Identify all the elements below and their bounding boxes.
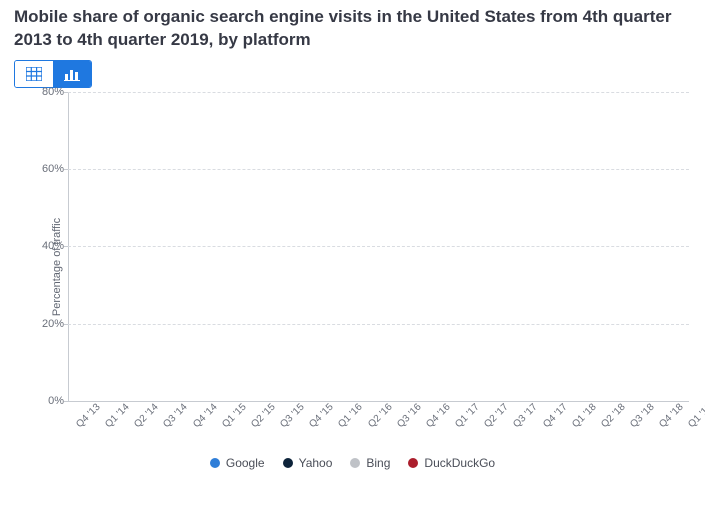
legend-label: Yahoo [299,456,333,470]
plot-area: 0%20%40%60%80% [68,92,689,402]
table-icon [26,67,42,81]
y-tick-mark [64,169,68,170]
legend-item[interactable]: Bing [350,456,390,470]
y-tick-label: 20% [34,318,64,330]
y-tick-label: 0% [34,395,64,407]
chart-area: Percentage of traffic 0%20%40%60%80% Q4 … [54,92,689,442]
legend-label: Google [226,456,265,470]
y-tick-mark [64,92,68,93]
legend-item[interactable]: Google [210,456,265,470]
chart-view-button[interactable] [53,61,91,87]
table-view-button[interactable] [15,61,53,87]
legend-label: Bing [366,456,390,470]
legend-swatch [210,458,220,468]
y-tick-label: 80% [34,86,64,98]
y-axis-label: Percentage of traffic [51,218,63,316]
chart-title: Mobile share of organic search engine vi… [0,0,705,54]
view-toggle-group [14,60,92,88]
legend-swatch [350,458,360,468]
grid-line [68,92,689,93]
legend-label: DuckDuckGo [424,456,495,470]
legend-swatch [408,458,418,468]
y-tick-label: 40% [34,240,64,252]
legend-swatch [283,458,293,468]
legend-item[interactable]: DuckDuckGo [408,456,495,470]
bar-chart-icon [64,67,80,81]
grid-line [68,246,689,247]
y-tick-mark [64,246,68,247]
grid-line [68,169,689,170]
y-tick-label: 60% [34,163,64,175]
y-tick-mark [64,401,68,402]
grid-line [68,324,689,325]
view-toolbar [0,54,705,92]
y-tick-mark [64,324,68,325]
x-axis-labels: Q4 '13Q1 '14Q2 '14Q3 '14Q4 '14Q1 '15Q2 '… [68,404,689,442]
legend-item[interactable]: Yahoo [283,456,333,470]
